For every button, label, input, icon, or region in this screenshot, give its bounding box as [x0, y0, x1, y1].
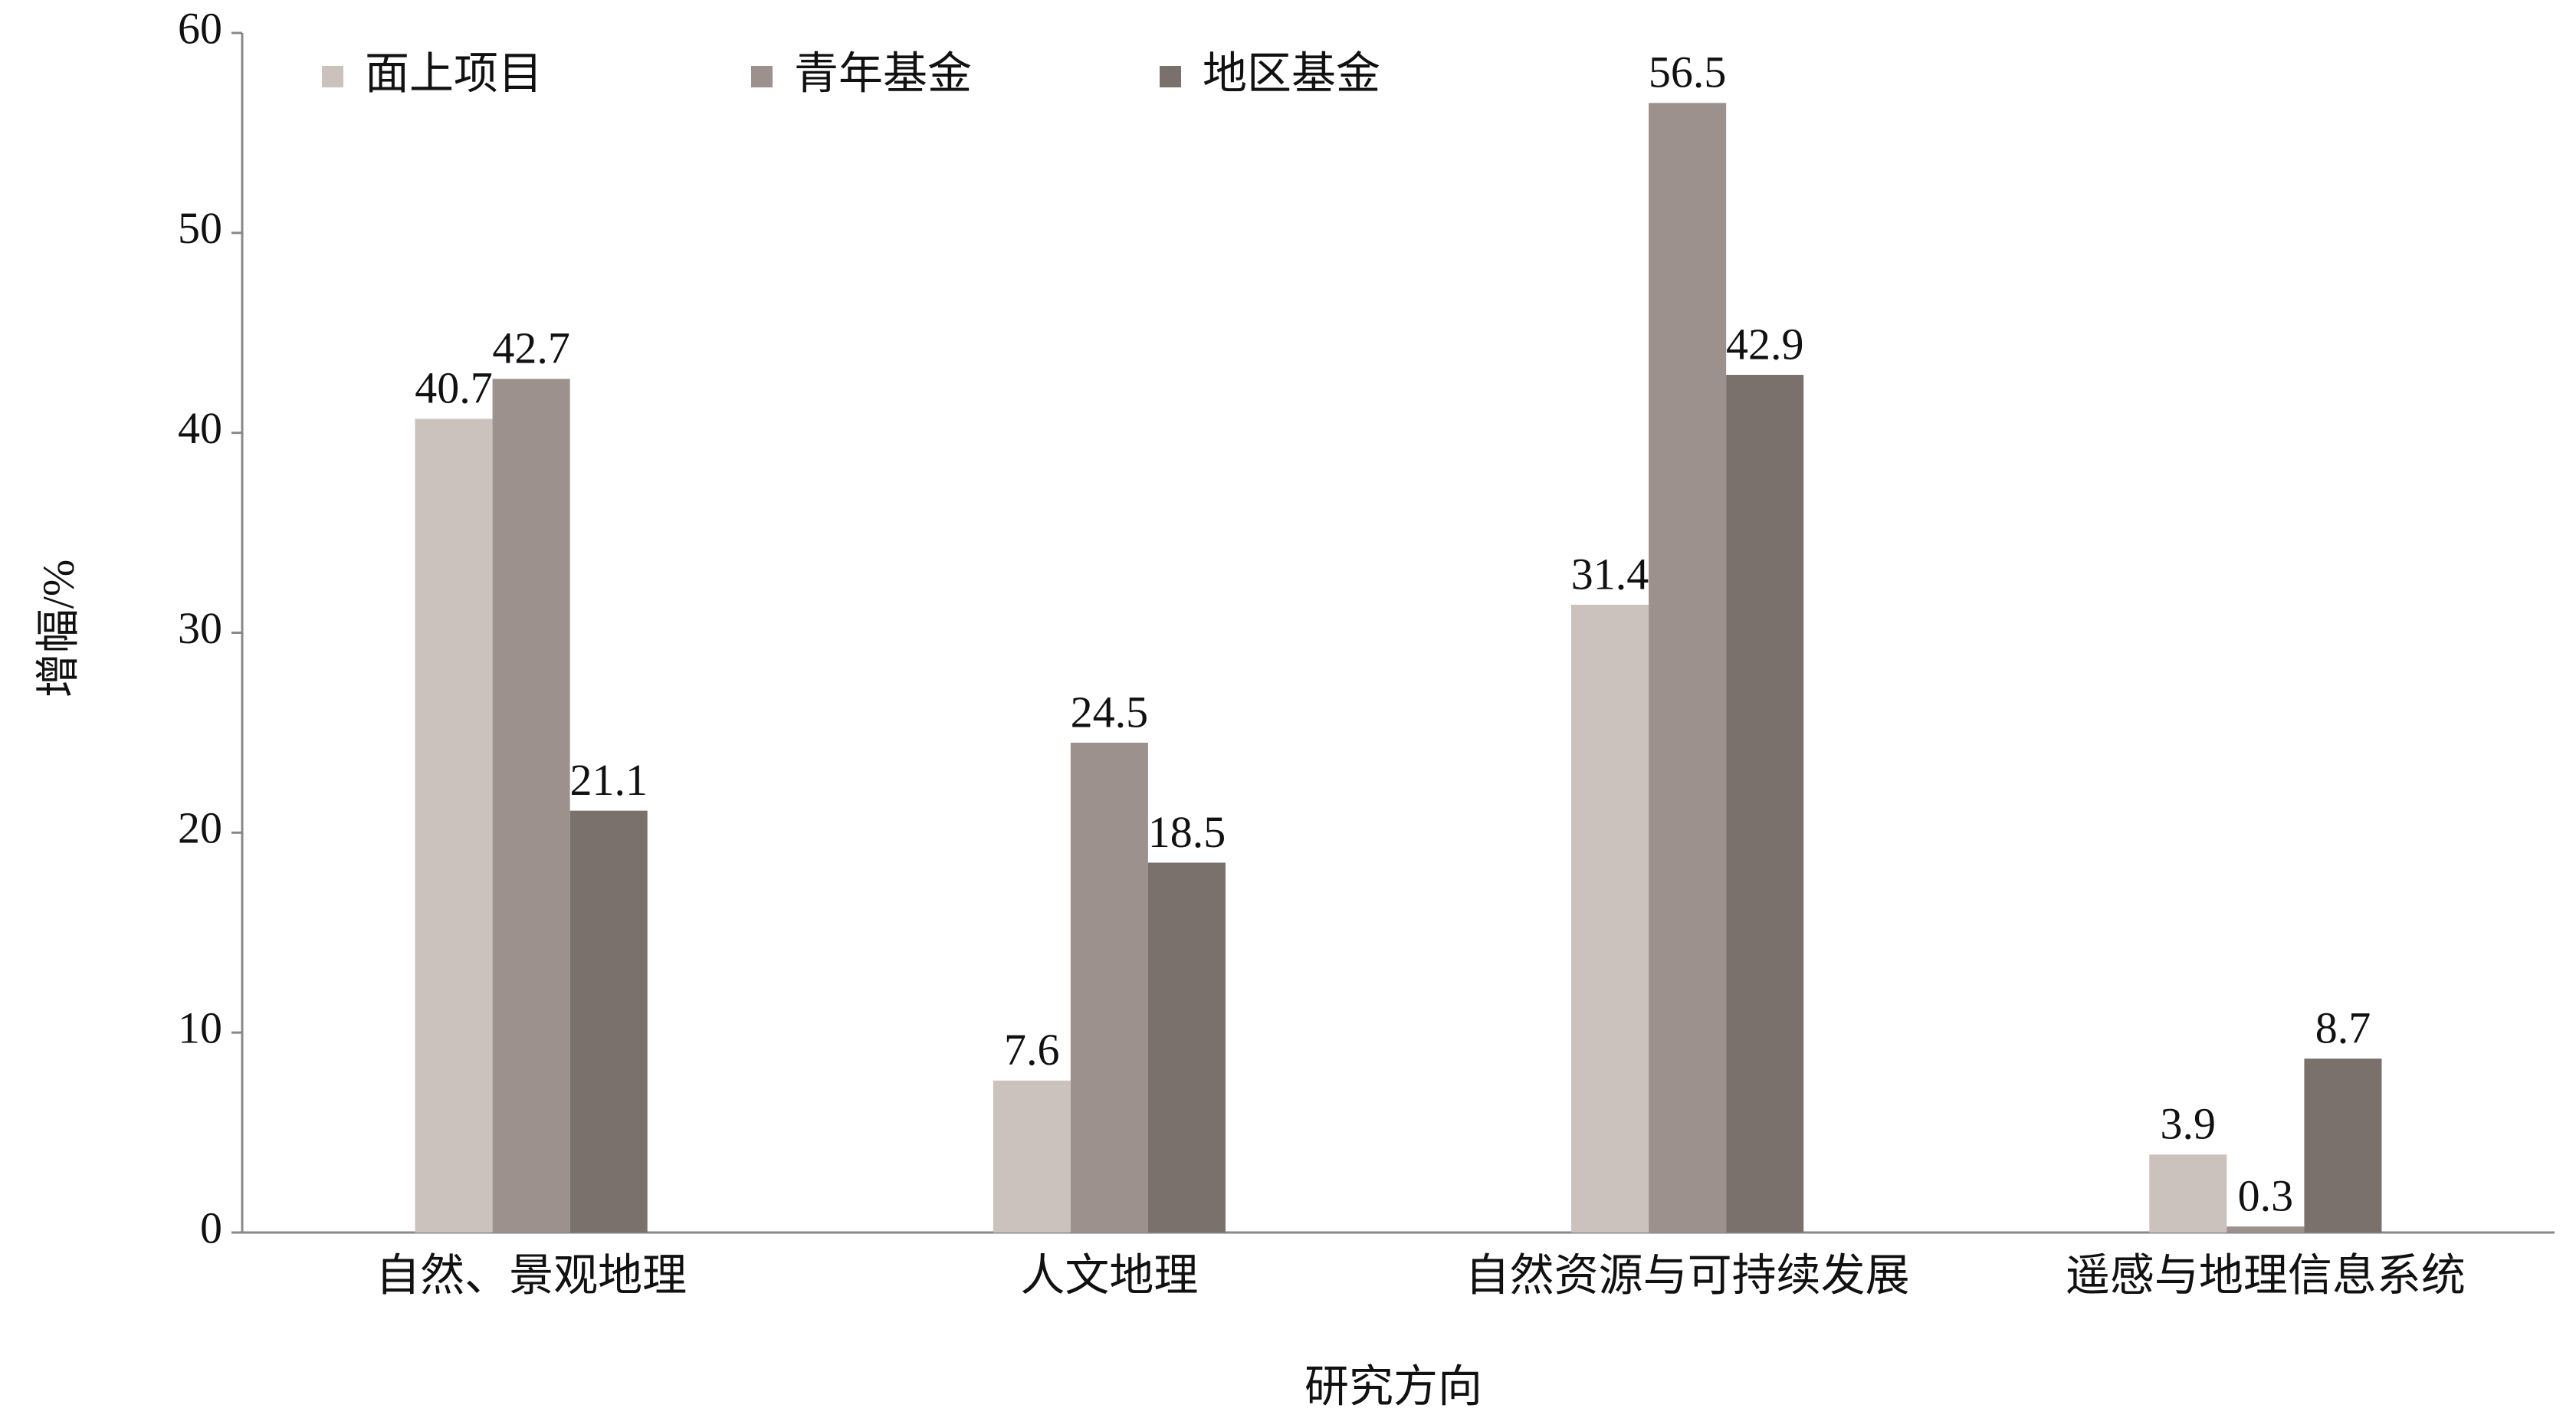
value-label: 0.3 — [2238, 1170, 2294, 1220]
bar — [415, 419, 493, 1233]
bar — [2227, 1226, 2305, 1233]
legend-label: 青年基金 — [794, 48, 972, 98]
value-label: 40.7 — [415, 363, 493, 413]
legend-label: 面上项目 — [365, 48, 543, 98]
bar — [1070, 742, 1148, 1233]
value-label: 56.5 — [1649, 48, 1727, 97]
legend-swatch — [1160, 66, 1181, 87]
value-label: 21.1 — [569, 755, 648, 805]
value-label: 31.4 — [1571, 549, 1649, 599]
y-tick-label: 40 — [178, 403, 222, 453]
bar — [2304, 1059, 2382, 1233]
legend-swatch — [322, 66, 343, 87]
bar — [569, 810, 648, 1233]
x-axis-title: 研究方向 — [1304, 1361, 1482, 1411]
value-label: 7.6 — [1004, 1025, 1060, 1075]
value-label: 42.7 — [492, 323, 570, 373]
y-axis-title: 增幅/% — [33, 560, 83, 698]
y-tick-label: 20 — [178, 803, 222, 853]
value-label: 42.9 — [1726, 319, 1804, 369]
bar — [1649, 103, 1727, 1233]
x-tick-label: 人文地理 — [1020, 1250, 1198, 1300]
value-label: 8.7 — [2315, 1003, 2371, 1052]
x-tick-label: 遥感与地理信息系统 — [2066, 1250, 2466, 1300]
legend-swatch — [751, 66, 773, 87]
value-label: 3.9 — [2161, 1099, 2217, 1149]
bar — [993, 1080, 1071, 1233]
bar — [1147, 862, 1226, 1233]
bar — [2149, 1154, 2227, 1233]
x-tick-label: 自然、景观地理 — [376, 1250, 687, 1300]
bar — [1726, 375, 1804, 1233]
value-label: 24.5 — [1071, 687, 1149, 737]
value-label: 18.5 — [1148, 807, 1226, 857]
y-tick-label: 10 — [178, 1003, 222, 1052]
bar — [1571, 604, 1649, 1233]
x-tick-label: 自然资源与可持续发展 — [1465, 1250, 1910, 1300]
y-tick-label: 0 — [200, 1203, 222, 1252]
y-tick-label: 50 — [178, 203, 222, 253]
y-tick-label: 60 — [178, 3, 222, 53]
legend-label: 地区基金 — [1203, 48, 1380, 98]
y-tick-label: 30 — [178, 603, 222, 653]
bar — [492, 379, 570, 1233]
